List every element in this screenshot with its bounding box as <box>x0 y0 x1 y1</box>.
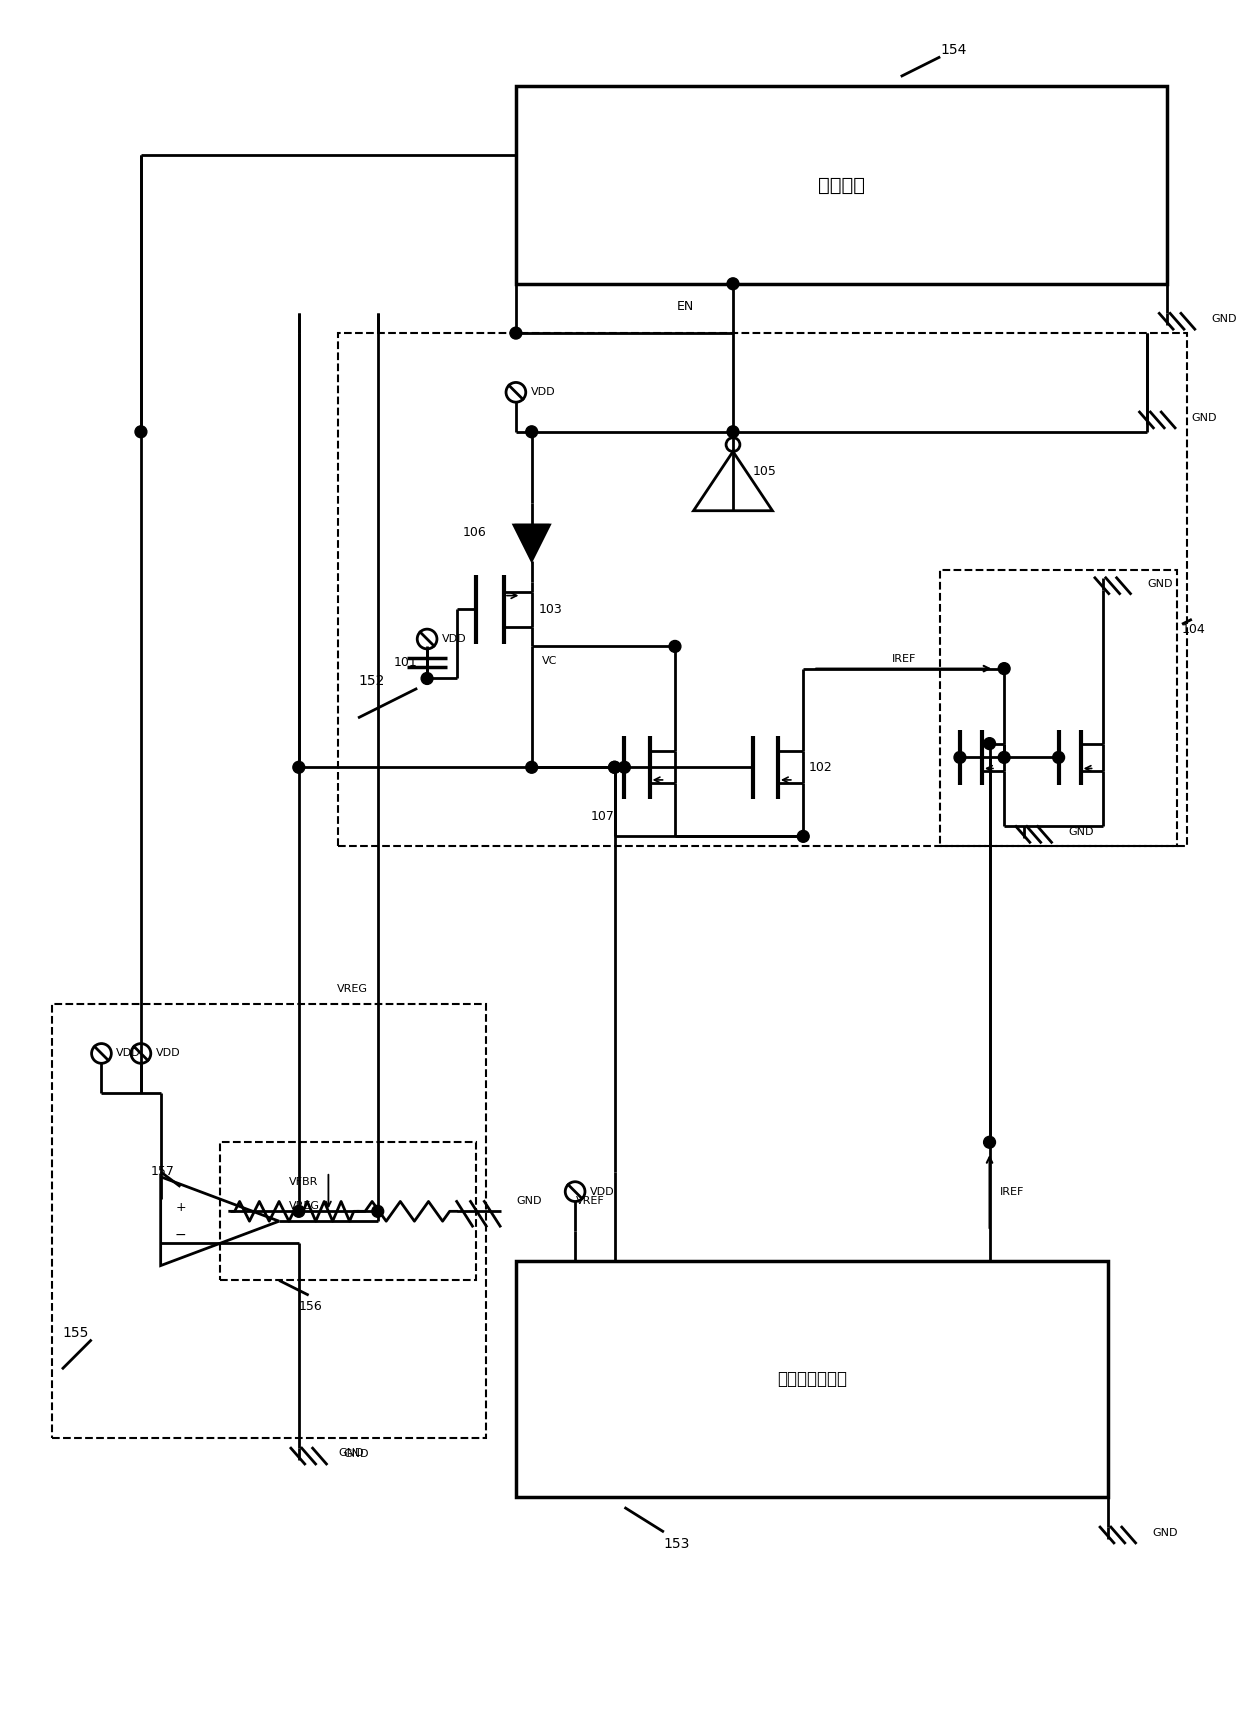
Circle shape <box>727 278 739 290</box>
Bar <box>52 1005 486 1438</box>
Text: 104: 104 <box>1182 623 1205 635</box>
Circle shape <box>293 1205 305 1217</box>
Circle shape <box>526 761 538 773</box>
Text: 157: 157 <box>151 1165 175 1179</box>
Text: VDD: VDD <box>590 1186 615 1196</box>
Text: GND: GND <box>516 1196 542 1206</box>
Text: VDD: VDD <box>441 633 466 644</box>
Circle shape <box>422 673 433 685</box>
Text: GND: GND <box>1147 578 1173 589</box>
Circle shape <box>998 663 1011 675</box>
Circle shape <box>983 1136 996 1148</box>
Text: 107: 107 <box>590 809 615 823</box>
Circle shape <box>609 761 620 773</box>
Text: 105: 105 <box>753 464 776 478</box>
Text: VREF: VREF <box>575 1196 605 1206</box>
Circle shape <box>609 761 620 773</box>
Bar <box>516 1260 1109 1498</box>
Circle shape <box>727 426 739 438</box>
Text: 102: 102 <box>808 761 832 773</box>
Polygon shape <box>513 525 549 561</box>
Text: 106: 106 <box>463 526 486 540</box>
Circle shape <box>372 1205 383 1217</box>
Text: 154: 154 <box>940 43 967 57</box>
Circle shape <box>619 761 630 773</box>
Text: 155: 155 <box>62 1326 88 1339</box>
Circle shape <box>135 426 146 438</box>
Circle shape <box>526 426 538 438</box>
Text: IREF: IREF <box>892 654 916 665</box>
Text: +: + <box>176 1201 186 1215</box>
Text: GND: GND <box>343 1450 368 1458</box>
Text: VFBR: VFBR <box>289 1177 319 1187</box>
Bar <box>516 86 1167 283</box>
Text: GND: GND <box>1152 1528 1178 1538</box>
Text: GND: GND <box>339 1448 363 1458</box>
Text: VREG: VREG <box>289 1201 320 1212</box>
Circle shape <box>510 328 522 338</box>
Text: EN: EN <box>676 300 693 314</box>
Circle shape <box>954 751 966 763</box>
Circle shape <box>983 737 996 749</box>
Text: VC: VC <box>542 656 557 666</box>
Circle shape <box>1053 751 1065 763</box>
Text: 基准电压电流源: 基准电压电流源 <box>777 1370 847 1388</box>
Text: VDD: VDD <box>117 1048 141 1058</box>
Text: IREF: IREF <box>999 1186 1024 1196</box>
Bar <box>339 333 1187 846</box>
Text: 152: 152 <box>358 675 384 689</box>
Text: VDD: VDD <box>531 387 556 397</box>
Circle shape <box>998 751 1011 763</box>
Text: GND: GND <box>1069 827 1094 837</box>
Circle shape <box>293 761 305 773</box>
Text: VREG: VREG <box>337 984 368 994</box>
Text: 电子电路: 电子电路 <box>818 176 866 195</box>
Bar <box>219 1143 476 1281</box>
Text: 103: 103 <box>538 602 563 616</box>
Text: 156: 156 <box>299 1300 322 1313</box>
Text: 101: 101 <box>393 656 417 670</box>
Text: 153: 153 <box>663 1536 691 1552</box>
Text: VDD: VDD <box>156 1048 180 1058</box>
Circle shape <box>670 640 681 652</box>
Text: GND: GND <box>1211 314 1238 324</box>
Bar <box>940 570 1177 846</box>
Text: −: − <box>175 1227 186 1241</box>
Circle shape <box>797 830 810 842</box>
Text: GND: GND <box>1192 413 1218 423</box>
